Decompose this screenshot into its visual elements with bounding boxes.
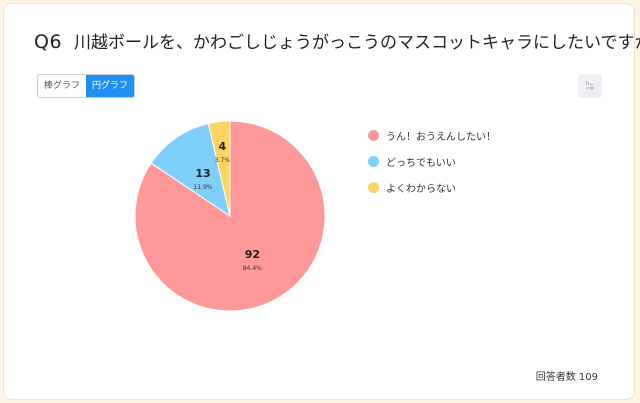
- slice-value-label: 13: [195, 167, 210, 180]
- respondent-label: 回答者数: [535, 372, 576, 383]
- pie-chart: 92 84.4% 13 11.9% 4 3.7%: [134, 120, 326, 312]
- legend-label: うん！おうえんしたい！: [386, 131, 496, 143]
- legend-item[interactable]: よくわからない: [368, 180, 496, 195]
- download-button[interactable]: [578, 74, 602, 98]
- question-title: Q6 川越ボールを、かわごしじょうがっこうのマスコットキャラにしたいですか？: [34, 28, 640, 53]
- chart-type-toggle: 棒グラフ 円グラフ: [37, 74, 136, 98]
- legend-item[interactable]: どっちでもいい: [368, 154, 496, 169]
- slice-percent-label: 11.9%: [193, 184, 212, 191]
- respondent-count: 回答者数 109: [536, 368, 598, 383]
- legend-item[interactable]: うん！おうえんしたい！: [368, 128, 496, 143]
- legend-label: よくわからない: [386, 183, 456, 195]
- legend-label: どっちでもいい: [386, 157, 456, 169]
- download-icon: [586, 81, 595, 91]
- question-text: 川越ボールを、かわごしじょうがっこうのマスコットキャラにしたいですか？: [74, 33, 640, 53]
- bar-chart-tab[interactable]: 棒グラフ: [38, 75, 87, 97]
- legend-swatch: [368, 129, 379, 141]
- pie-chart-tab[interactable]: 円グラフ: [86, 75, 135, 97]
- slice-value-label: 4: [219, 140, 227, 153]
- pie-slice-3[interactable]: [207, 120, 231, 217]
- pie-slice-2[interactable]: [150, 122, 231, 218]
- respondent-number: 109: [578, 372, 598, 383]
- question-card: Q6 川越ボールを、かわごしじょうがっこうのマスコットキャラにしたいですか？ 棒…: [4, 4, 640, 399]
- legend-swatch: [368, 181, 379, 193]
- question-number: Q6: [34, 31, 63, 53]
- chart-legend: うん！おうえんしたい！ どっちでもいい よくわからない: [368, 128, 496, 206]
- slice-value-label: 92: [245, 248, 260, 261]
- slice-percent-label: 3.7%: [215, 157, 231, 164]
- pie-slice-1[interactable]: [134, 120, 326, 312]
- slice-percent-label: 84.4%: [243, 265, 262, 272]
- legend-swatch: [368, 155, 379, 167]
